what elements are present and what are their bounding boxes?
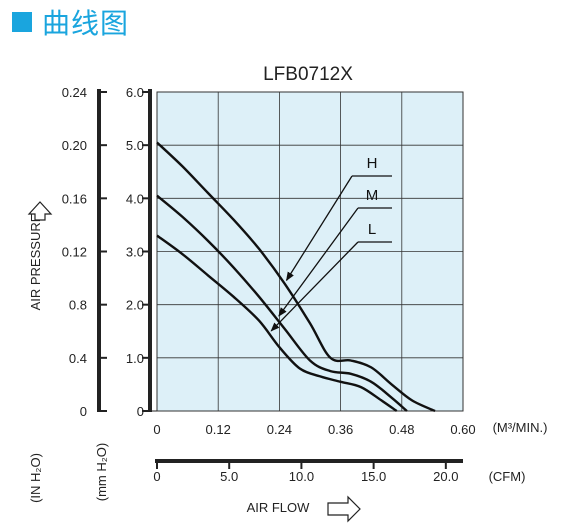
series-line-l — [156, 234, 398, 412]
mm-h2o-tick-label: 3.0 — [126, 245, 144, 260]
y-axis-title: AIR PRESSURE — [28, 213, 43, 310]
series-label-m: M — [366, 187, 379, 204]
m3min-tick-label: 0.24 — [267, 422, 292, 437]
series-label-h: H — [367, 155, 378, 172]
cfm-tick-label: 20.0 — [433, 469, 458, 484]
section-heading-text: 曲线图 — [42, 7, 130, 40]
series-line-m — [156, 194, 408, 412]
series-curves — [156, 141, 436, 413]
mm-h2o-tick-label: 1.0 — [126, 351, 144, 366]
leader-arrow-l — [270, 241, 359, 332]
leader-arrow-m — [278, 207, 359, 317]
leader-arrow-h — [285, 175, 353, 282]
in-h2o-tick-label: 0.4 — [69, 351, 87, 366]
in-h2o-tick-label: 0.16 — [62, 191, 87, 206]
in-h2o-unit-label: (IN H₂O) — [28, 453, 43, 503]
right-arrow-icon — [327, 495, 361, 523]
mm-h2o-tick-label: 0 — [137, 404, 144, 419]
cfm-tick-label: 10.0 — [289, 469, 314, 484]
x-axis-title: AIR FLOW — [247, 500, 311, 515]
cfm-unit-label: (CFM) — [489, 469, 526, 484]
series-label-l: L — [368, 221, 376, 238]
series-leaders: HML — [270, 155, 392, 332]
y-axis-title-group: AIR PRESSURE — [28, 213, 43, 310]
m3min-tick-label: 0.48 — [389, 422, 414, 437]
m3min-tick-label: 0 — [153, 422, 160, 437]
up-arrow-icon — [27, 201, 53, 221]
m3min-tick-label: 0.60 — [450, 422, 475, 437]
y-axes: 0 0 0.4 1.0 0.8 2.0 0.12 3.0 0.16 4.0 0.20 5.0 0.24 6… — [62, 85, 157, 419]
in-h2o-tick-label: 0.20 — [62, 138, 87, 153]
m3min-tick-label: 0.36 — [328, 422, 353, 437]
series-line-h — [156, 141, 436, 413]
mm-h2o-tick-label: 4.0 — [126, 191, 144, 206]
cfm-tick-label: 5.0 — [220, 469, 238, 484]
in-h2o-tick-label: 0.12 — [62, 245, 87, 260]
mm-h2o-unit-label: (mm H₂O) — [94, 443, 109, 501]
m3min-unit-label: (M³/MIN.) — [493, 420, 548, 435]
cfm-tick-label: 15.0 — [361, 469, 386, 484]
square-bullet-icon — [12, 12, 32, 32]
in-h2o-tick-label: 0.8 — [69, 298, 87, 313]
x-axes: 0 0.12 0.24 0.36 0.48 0.60 0 5.0 10.0 15.0 20.0 — [153, 422, 475, 484]
mm-h2o-tick-label: 2.0 — [126, 298, 144, 313]
mm-h2o-tick-label: 5.0 — [126, 138, 144, 153]
section-heading: 曲线图 — [12, 4, 129, 40]
chart-title: LFB0712X — [263, 64, 353, 85]
cfm-tick-label: 0 — [153, 469, 160, 484]
grid-lines — [157, 91, 464, 411]
in-h2o-unit-group: (IN H₂O) — [28, 453, 43, 503]
mm-h2o-tick-label: 6.0 — [126, 85, 144, 100]
in-h2o-tick-label: 0 — [80, 404, 87, 419]
mm-h2o-unit-group: (mm H₂O) — [94, 443, 109, 501]
m3min-tick-label: 0.12 — [206, 422, 231, 437]
in-h2o-tick-label: 0.24 — [62, 85, 87, 100]
